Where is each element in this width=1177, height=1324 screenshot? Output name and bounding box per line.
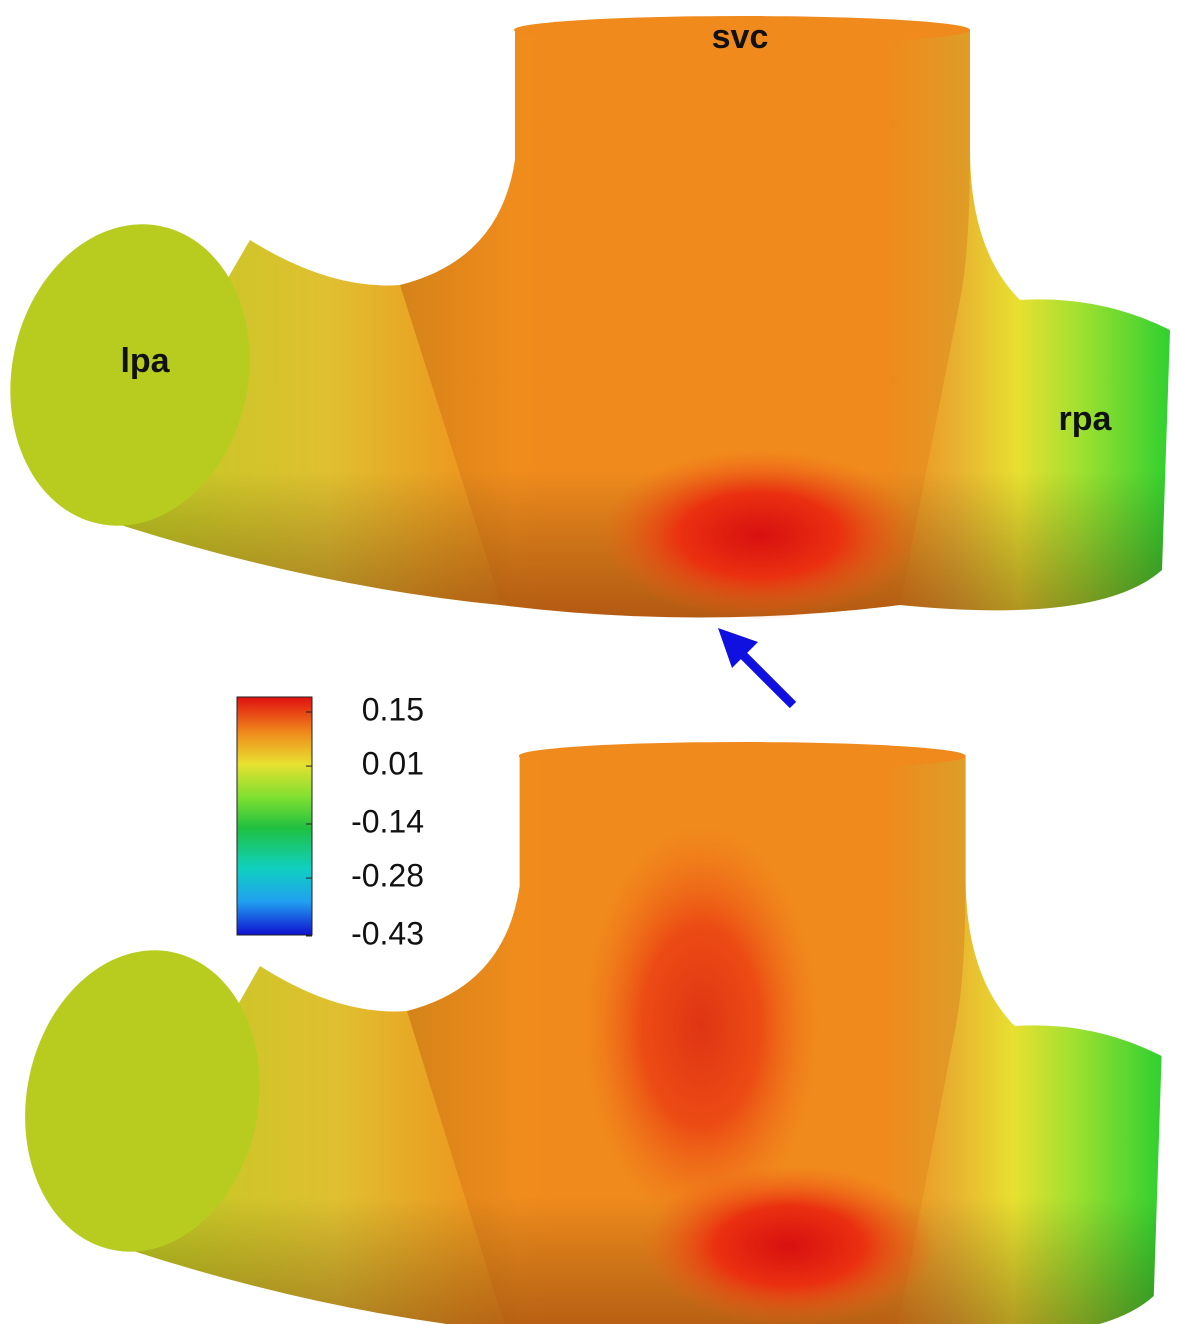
rpa-label: rpa — [1059, 400, 1113, 438]
colorbar-tick-label: 0.15 — [362, 691, 424, 727]
arrow — [718, 628, 793, 705]
colorbar-scale — [237, 697, 312, 935]
bottom-view — [0, 742, 1162, 1324]
colorbar-tick-label: -0.14 — [351, 803, 424, 839]
top-view: svc lpa rpa — [0, 16, 1170, 620]
colorbar: 0.15 0.01 -0.14 -0.28 -0.43 — [237, 691, 424, 951]
colorbar-tick-label: -0.28 — [351, 858, 424, 894]
lpa-label: lpa — [120, 342, 170, 380]
figure: svc lpa rpa 0.15 0.01 -0.14 -0.28 -0.43 — [0, 0, 1177, 1324]
colorbar-tick-label: -0.43 — [351, 915, 424, 951]
colorbar-tick-label: 0.01 — [362, 746, 424, 782]
svc-label: svc — [712, 18, 769, 56]
